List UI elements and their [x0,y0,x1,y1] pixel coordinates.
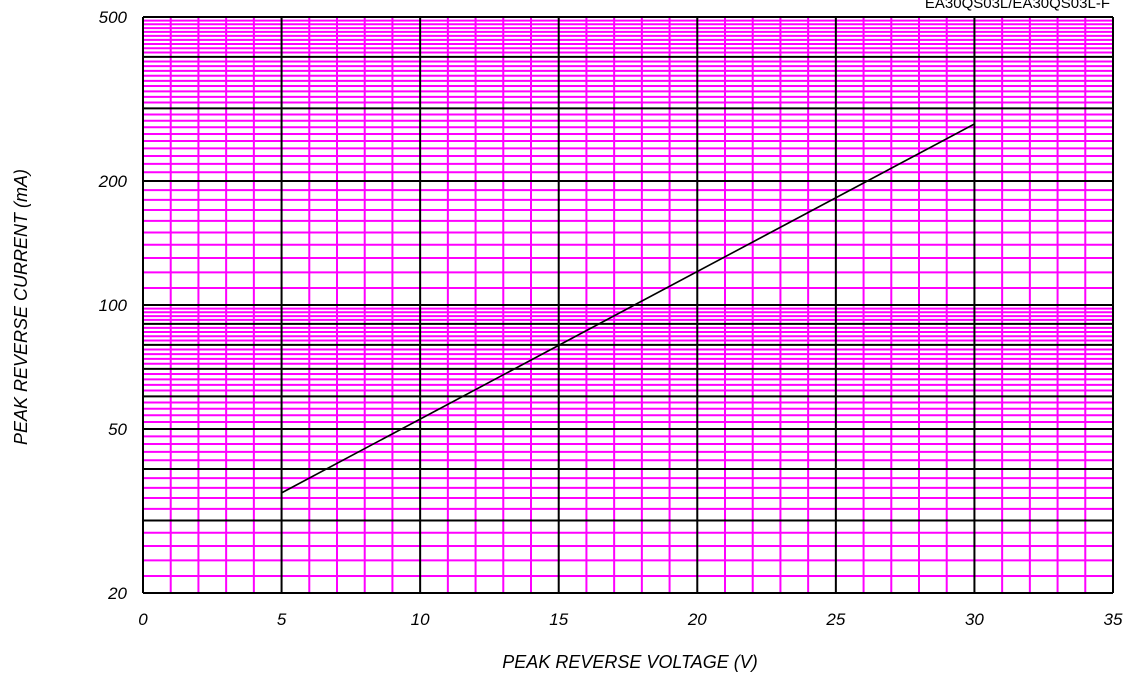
x-tick-label: 15 [549,610,568,629]
y-tick-label: 500 [99,8,128,27]
x-tick-label: 10 [411,610,430,629]
y-tick-label: 50 [108,420,127,439]
x-tick-label: 20 [687,610,707,629]
y-tick-label: 100 [99,296,128,315]
series-line [281,123,975,494]
x-tick-label: 30 [965,610,984,629]
y-tick-label: 20 [107,584,127,603]
major-grid [142,16,1114,594]
part-label: EA30QS03L/EA30QS03L-F [925,0,1110,12]
y-tick-labels: 20 50 100 200 500 [98,8,128,603]
x-tick-labels: 0 5 10 15 20 25 30 35 [138,610,1123,629]
series-layer [281,123,975,494]
x-tick-label: 25 [825,610,845,629]
x-tick-label: 0 [138,610,148,629]
y-axis-title: PEAK REVERSE CURRENT (mA) [11,169,31,445]
x-tick-label: 35 [1104,610,1123,629]
y-tick-label: 200 [98,172,128,191]
x-axis-title: PEAK REVERSE VOLTAGE (V) [502,652,757,672]
x-tick-label: 5 [277,610,287,629]
